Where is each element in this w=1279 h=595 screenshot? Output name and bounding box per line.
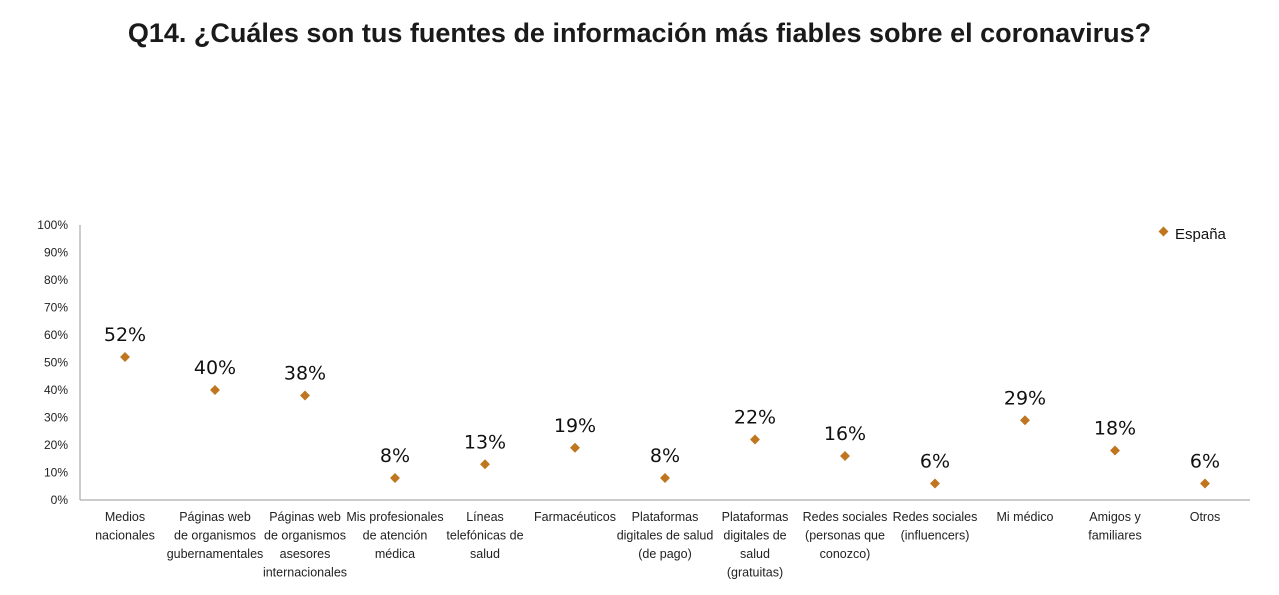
data-point: [570, 442, 580, 453]
data-label: 8%: [650, 445, 680, 467]
y-axis-ticks: 0% 10% 20% 30% 40% 50% 60% 70% 80% 90% 100%: [37, 218, 68, 507]
y-tick-label: 50%: [44, 356, 68, 370]
y-tick-label: 40%: [44, 383, 68, 397]
data-point: [1020, 415, 1030, 426]
data-label: 22%: [734, 407, 776, 429]
data-label: 6%: [920, 451, 950, 473]
data-point: [390, 473, 400, 483]
x-category-label: Medios nacionales: [95, 510, 155, 543]
chart-title: Q14. ¿Cuáles son tus fuentes de informac…: [127, 18, 1152, 48]
y-tick-label: 20%: [44, 438, 68, 452]
x-category-label: Páginas web de organismos asesores internac…: [263, 510, 347, 580]
data-label: 38%: [284, 363, 326, 385]
data-label: 29%: [1004, 387, 1046, 409]
y-tick-label: 90%: [44, 246, 68, 260]
y-tick-label: 30%: [44, 411, 68, 425]
data-point: [1200, 478, 1210, 489]
data-point: [480, 459, 490, 470]
data-label: 19%: [554, 415, 596, 437]
data-points: [120, 352, 1210, 489]
x-category-label: Mis profesionales de atención médica: [346, 510, 443, 561]
data-point: [1110, 445, 1120, 456]
x-category-label: Redes sociales (personas que conozco): [803, 510, 888, 561]
x-category-label: Líneas telefónicas de salud: [446, 510, 523, 561]
y-tick-label: 0%: [51, 493, 69, 507]
data-label: 8%: [380, 445, 410, 467]
x-category-label: Mi médico: [997, 510, 1054, 524]
legend-marker: [1158, 226, 1169, 237]
data-point: [660, 473, 670, 483]
x-category-label: Amigos y familiares: [1088, 510, 1142, 543]
data-point: [210, 385, 220, 395]
legend-label-espana: España: [1175, 226, 1227, 243]
y-tick-label: 80%: [44, 273, 68, 287]
x-category-label: Plataformas digitales de salud (de pago): [617, 510, 714, 561]
y-tick-label: 60%: [44, 328, 68, 342]
data-label: 6%: [1190, 451, 1220, 473]
x-category-label: Redes sociales (influencers): [893, 510, 978, 543]
axes: [79, 225, 1250, 501]
y-tick-label: 10%: [44, 466, 68, 480]
y-tick-label: 70%: [44, 301, 68, 315]
x-category-label: Páginas web de organismos gubernamentales: [167, 510, 264, 561]
data-point: [840, 451, 850, 461]
data-label: 52%: [104, 324, 146, 346]
legend: España: [1158, 226, 1227, 243]
data-point: [750, 434, 760, 445]
data-label: 18%: [1094, 418, 1136, 440]
data-label: 40%: [194, 357, 236, 379]
data-point: [300, 390, 310, 401]
x-category-label: Otros: [1190, 510, 1221, 524]
data-point: [930, 478, 940, 489]
y-tick-label: 100%: [37, 218, 68, 232]
x-axis-categories: Medios nacionales Páginas web de organismos…: [95, 510, 1220, 580]
x-category-label: Farmacéuticos: [534, 510, 616, 524]
data-label: 16%: [824, 423, 866, 445]
data-label: 13%: [464, 431, 506, 453]
x-category-label: Plataformas digitales de salud (gratuitas): [722, 510, 789, 580]
data-point: [120, 352, 130, 362]
data-labels: 52% 40% 38% 8% 13% 19% 8% 22% 16% 6% 29% 18% 6%: [104, 324, 1220, 473]
